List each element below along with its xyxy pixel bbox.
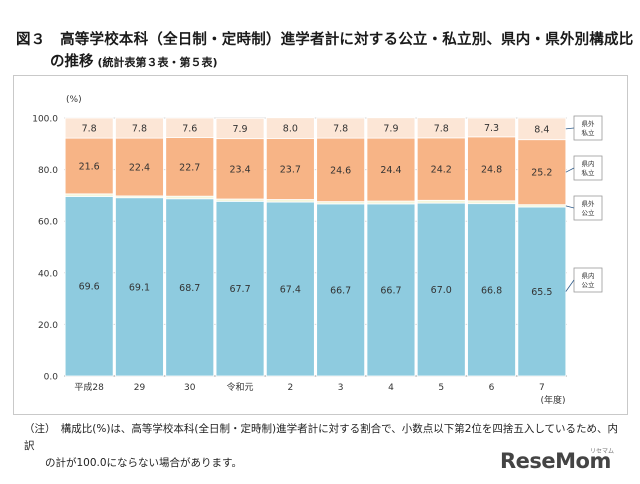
data-label: 7.8 <box>132 124 147 135</box>
chart-panel: 0.020.040.060.080.0100.0(%)69.61.021.67.… <box>13 75 628 415</box>
data-label: 24.8 <box>481 164 502 175</box>
data-label: 66.7 <box>380 285 401 296</box>
bar-segment <box>316 117 366 139</box>
legend-label: 県内 <box>582 159 595 168</box>
bar-segment <box>215 117 265 140</box>
data-label: 7.8 <box>434 123 449 134</box>
chart-title-cont: の推移 <box>50 54 94 70</box>
legend-box <box>573 155 603 181</box>
bar-segment <box>416 117 466 139</box>
footnote-line2: の計が100.0にならない場合があります。 <box>45 457 243 469</box>
chart-subtitle: (統計表第３表・第５表) <box>97 56 218 69</box>
x-tick-label: 4 <box>388 383 394 393</box>
data-label: 7.8 <box>333 124 348 135</box>
data-label: 66.7 <box>330 285 351 296</box>
bar-segment <box>64 196 114 377</box>
legend-connector <box>565 279 575 292</box>
data-label: 7.6 <box>182 123 197 134</box>
x-tick-label: 3 <box>338 383 344 393</box>
data-label: 23.4 <box>229 164 250 175</box>
legend-label: 公立 <box>582 208 596 217</box>
x-tick-label: 令和元 <box>227 381 254 393</box>
legend-label: 県外 <box>582 119 596 128</box>
data-label: 23.7 <box>280 164 301 175</box>
legend-connector <box>565 205 575 209</box>
bar-segment <box>215 200 265 377</box>
bar-segment <box>366 117 416 139</box>
data-label: 67.4 <box>280 285 301 296</box>
y-tick-label: 60.0 <box>38 218 58 228</box>
data-label: 68.7 <box>179 283 200 294</box>
legend-connector <box>565 127 575 130</box>
legend-label: 私立 <box>582 168 596 177</box>
bar-segment <box>115 137 164 197</box>
legend-label: 県外 <box>582 199 596 208</box>
data-label: 21.6 <box>79 161 100 172</box>
bar-segment <box>265 137 315 200</box>
bar-segment <box>265 117 315 139</box>
data-label: 7.9 <box>383 123 398 134</box>
footnote-line1: （注） 構成比(%)は、高等学校本科(全日制・定時制)進学者計に対する割合で、小… <box>24 423 619 452</box>
data-label: 22.7 <box>179 162 200 173</box>
bar-segment <box>416 202 466 377</box>
x-tick-label: 7 <box>539 383 545 393</box>
data-label: 69.6 <box>79 282 100 293</box>
data-label: 24.2 <box>431 165 452 176</box>
data-label: 7.9 <box>232 124 247 135</box>
chart-title: 図３ 高等学校本科（全日制・定時制）進学者計に対する公立・私立別、県内・県外別構… <box>16 32 634 48</box>
data-label: 24.4 <box>380 165 401 176</box>
legend-label: 公立 <box>582 280 596 289</box>
bar-segment <box>115 117 164 139</box>
bar-segment <box>165 117 215 139</box>
y-tick-label: 0.0 <box>44 373 59 383</box>
y-tick-label: 100.0 <box>32 115 58 125</box>
resemom-logo: ReseMom <box>500 449 611 473</box>
data-label: 65.5 <box>531 287 552 298</box>
data-label: 22.4 <box>129 163 150 174</box>
bar-segment <box>316 137 366 202</box>
legend-label: 私立 <box>582 128 596 137</box>
data-label: 8.0 <box>283 124 298 135</box>
legend-connector <box>565 167 575 173</box>
x-tick-label: 29 <box>134 383 146 393</box>
bar-segment <box>416 137 466 201</box>
bar-segment <box>517 139 567 206</box>
data-label: 66.8 <box>481 285 502 296</box>
x-tick-label: 6 <box>489 383 495 393</box>
bar-segment <box>316 203 366 377</box>
bar-segment <box>165 198 215 377</box>
data-label: 8.4 <box>534 124 549 135</box>
chart-title-line2: の推移 (統計表第３表・第５表) <box>50 50 218 71</box>
bar-segment <box>64 117 114 139</box>
y-tick-label: 20.0 <box>38 321 58 331</box>
data-label: 67.0 <box>431 285 452 296</box>
bar-segment <box>64 137 114 195</box>
data-label: 7.3 <box>484 123 499 134</box>
y-tick-label: 80.0 <box>38 166 58 176</box>
legend-label: 県内 <box>582 271 595 280</box>
data-label: 69.1 <box>129 282 150 293</box>
bar-segment <box>215 138 265 200</box>
data-label: 25.2 <box>531 168 552 179</box>
y-unit-label: (%) <box>66 95 82 105</box>
data-label: 67.7 <box>229 284 250 295</box>
data-label: 7.8 <box>82 124 97 135</box>
bar-segment <box>467 136 516 202</box>
footnote: （注） 構成比(%)は、高等学校本科(全日制・定時制)進学者計に対する割合で、小… <box>24 421 624 472</box>
resemom-logo-ruby: リセマム <box>590 448 615 455</box>
x-tick-label: 2 <box>287 383 293 393</box>
bar-segment <box>165 137 215 197</box>
bar-segment <box>467 117 516 138</box>
data-label: 24.6 <box>330 165 351 176</box>
x-unit-label: (年度) <box>540 394 565 406</box>
bar-segment <box>265 201 315 377</box>
y-tick-label: 40.0 <box>38 269 58 279</box>
x-tick-label: 5 <box>438 383 444 393</box>
x-tick-label: 30 <box>184 383 196 393</box>
bar-segment <box>366 137 416 202</box>
bar-segment <box>115 197 164 377</box>
x-tick-label: 平成28 <box>74 381 104 393</box>
legend-box <box>573 267 603 293</box>
stacked-bar-chart: 0.020.040.060.080.0100.0(%)69.61.021.67.… <box>32 95 603 406</box>
